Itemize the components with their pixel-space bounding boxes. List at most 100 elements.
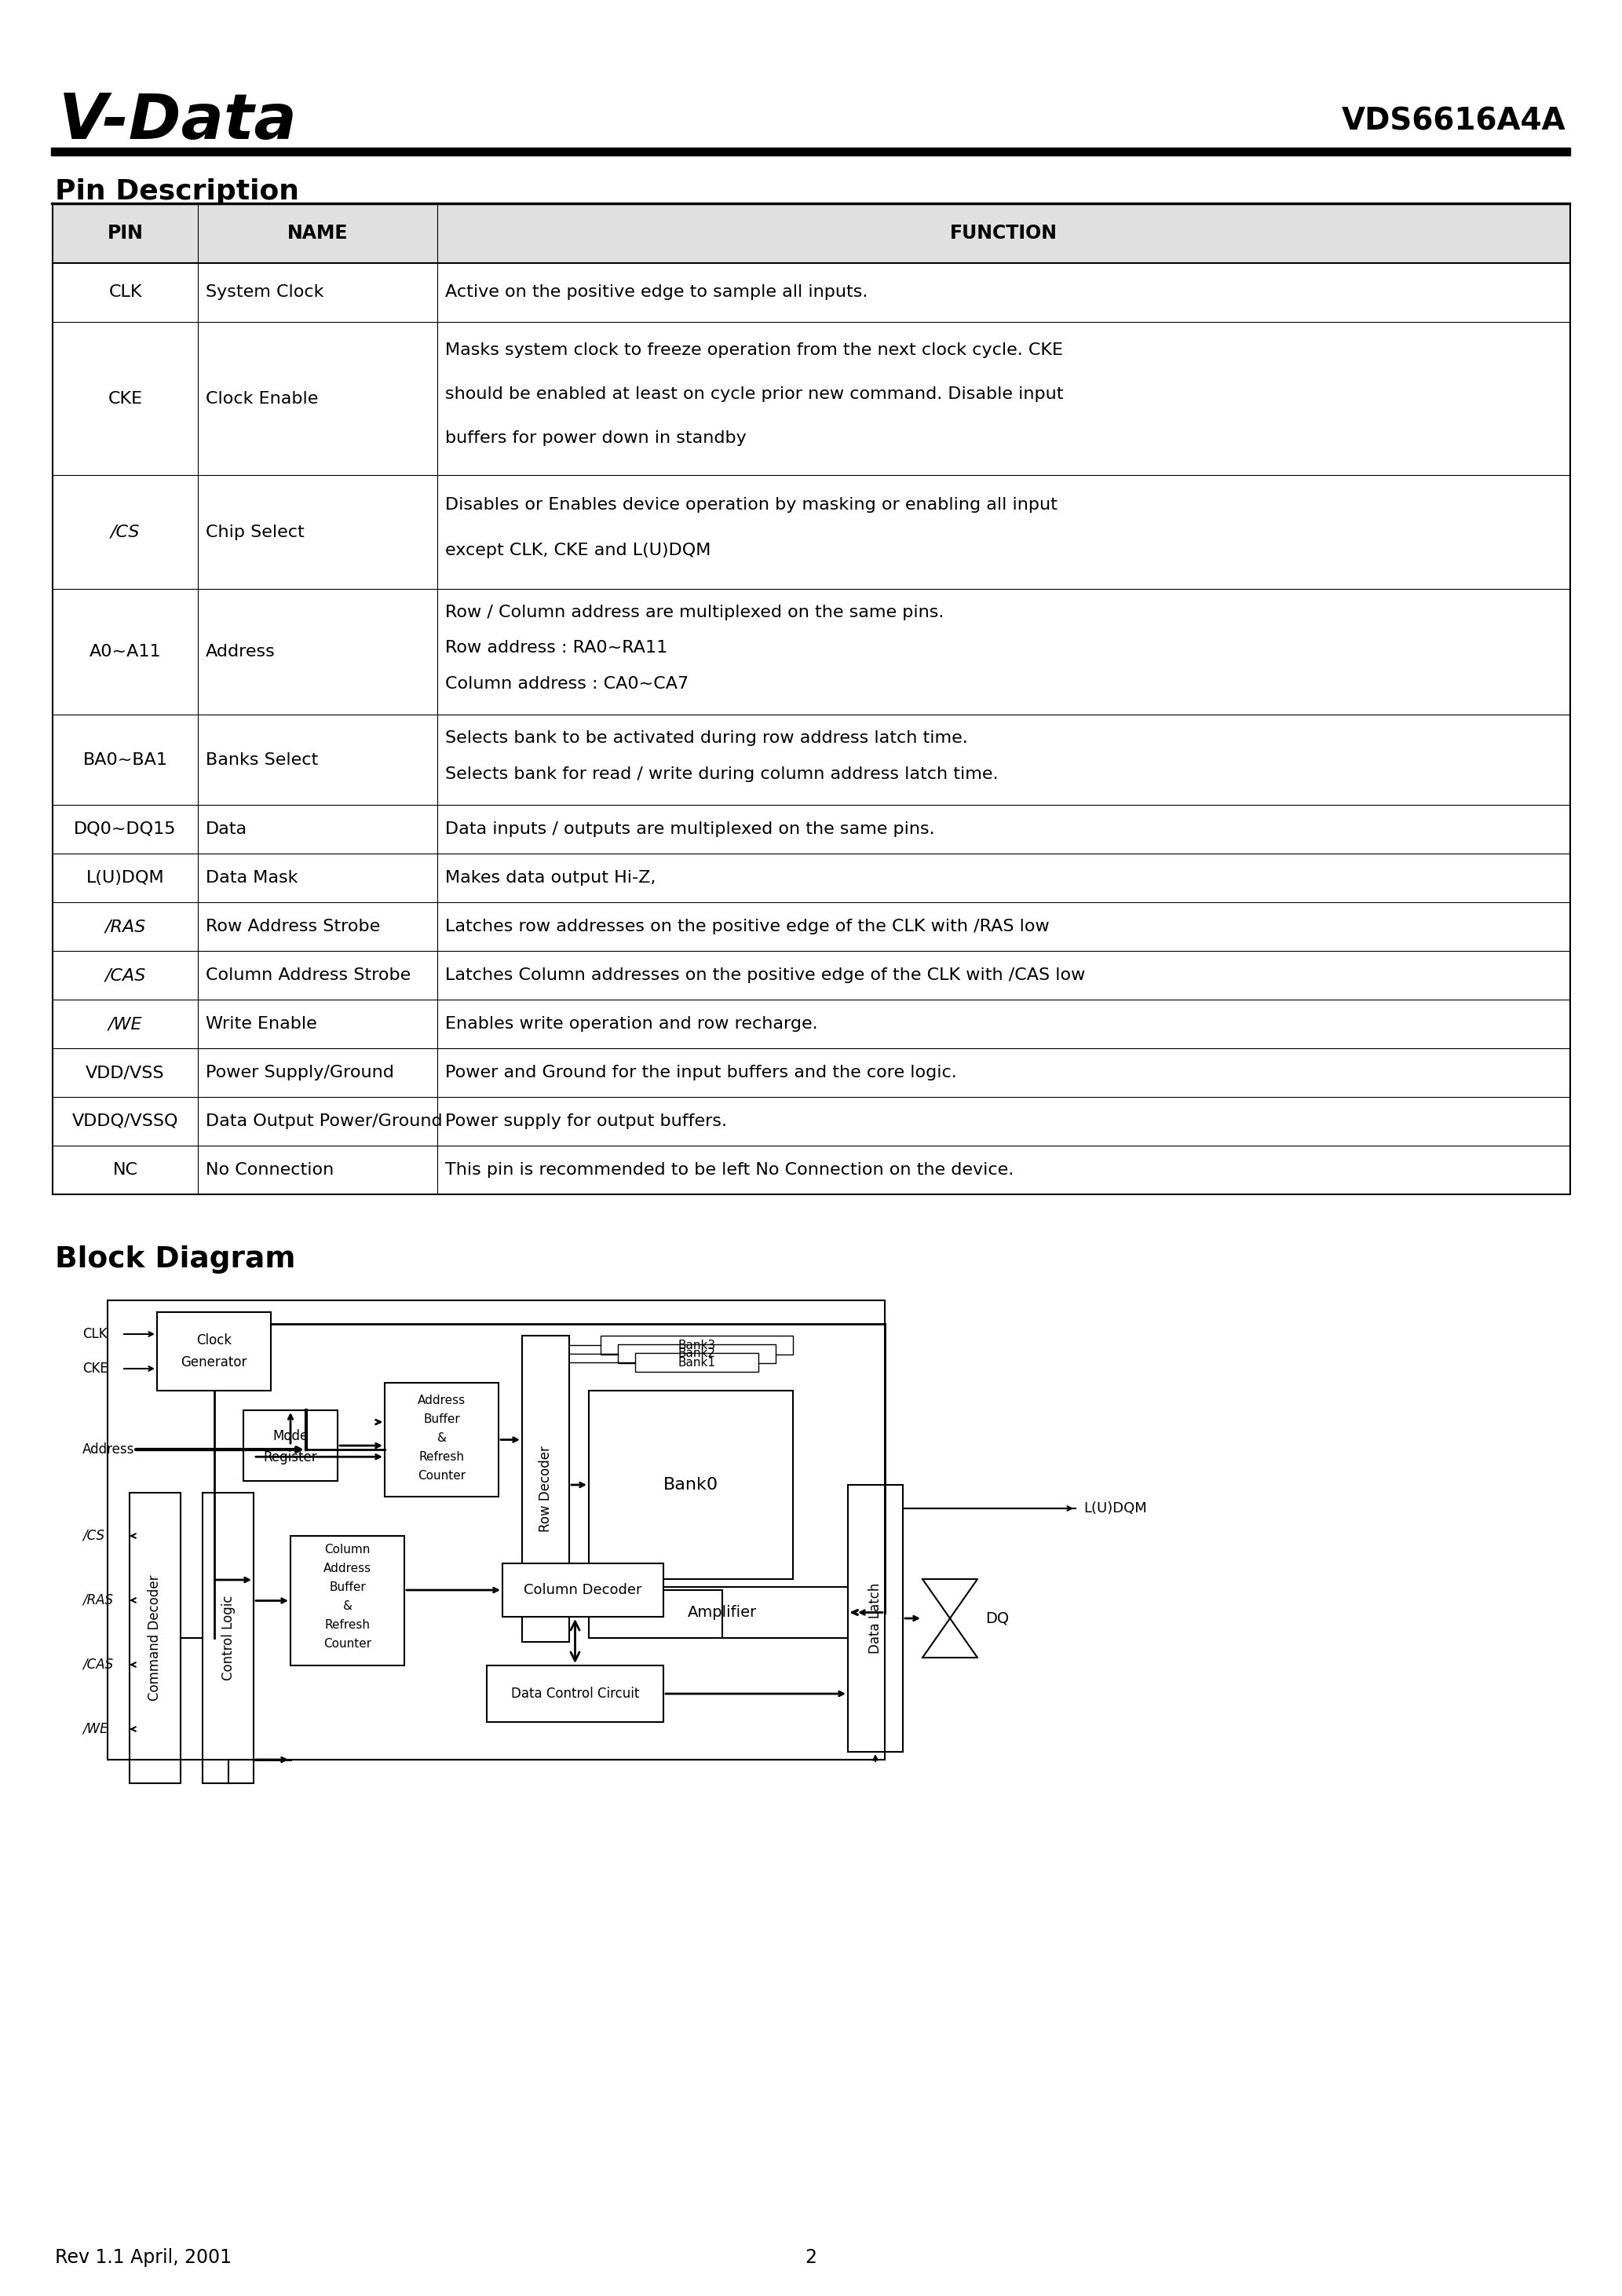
Text: Refresh: Refresh	[324, 1619, 370, 1630]
Text: Counter: Counter	[417, 1469, 466, 1481]
Text: PIN: PIN	[107, 225, 143, 243]
Text: Rev 1.1 April, 2001: Rev 1.1 April, 2001	[55, 2248, 232, 2266]
Bar	[52, 321, 1570, 475]
Bar	[52, 204, 1570, 264]
Text: This pin is recommended to be left No Connection on the device.: This pin is recommended to be left No Co…	[444, 1162, 1014, 1178]
Bar	[52, 714, 1570, 806]
Text: VDDQ/VSSQ: VDDQ/VSSQ	[71, 1114, 178, 1130]
Bar	[52, 1146, 1570, 1194]
Bar	[52, 588, 1570, 714]
Text: Register: Register	[263, 1451, 318, 1465]
Bar	[52, 1049, 1570, 1097]
Text: Power and Ground for the input buffers and the core logic.: Power and Ground for the input buffers a…	[444, 1065, 957, 1081]
Text: Command Decoder: Command Decoder	[148, 1575, 162, 1701]
Text: Masks system clock to freeze operation from the next clock cycle. CKE: Masks system clock to freeze operation f…	[444, 342, 1062, 358]
Bar	[503, 1564, 663, 1616]
Text: except CLK, CKE and L(U)DQM: except CLK, CKE and L(U)DQM	[444, 542, 710, 558]
Text: No Connection: No Connection	[206, 1162, 334, 1178]
Text: VDS6616A4A: VDS6616A4A	[1341, 108, 1567, 138]
Text: Clock Enable: Clock Enable	[206, 390, 318, 406]
Text: Latches Column addresses on the positive edge of the CLK with /CAS low: Latches Column addresses on the positive…	[444, 967, 1085, 983]
Text: &: &	[436, 1433, 446, 1444]
Text: Row Address Strobe: Row Address Strobe	[206, 918, 380, 934]
Text: L(U)DQM: L(U)DQM	[86, 870, 164, 886]
Text: CLK: CLK	[83, 1327, 107, 1341]
Text: CKE: CKE	[83, 1362, 109, 1375]
Text: Amplifier: Amplifier	[688, 1605, 757, 1621]
Text: /CS: /CS	[83, 1529, 104, 1543]
Text: Power supply for output buffers.: Power supply for output buffers.	[444, 1114, 727, 1130]
Text: System Clock: System Clock	[206, 285, 324, 301]
Text: Data Mask: Data Mask	[206, 870, 298, 886]
Text: Banks Select: Banks Select	[206, 751, 318, 767]
Text: Address: Address	[417, 1394, 466, 1405]
Text: Data: Data	[206, 822, 248, 838]
Text: Column address : CA0~CA7: Column address : CA0~CA7	[444, 677, 689, 691]
Text: CLK: CLK	[109, 285, 141, 301]
Bar	[52, 806, 1570, 854]
Text: Row address : RA0~RA11: Row address : RA0~RA11	[444, 641, 668, 657]
Bar	[589, 1587, 856, 1637]
Text: Column Address Strobe: Column Address Strobe	[206, 967, 410, 983]
Text: Latches row addresses on the positive edge of the CLK with /RAS low: Latches row addresses on the positive ed…	[444, 918, 1049, 934]
Text: Generator: Generator	[180, 1355, 247, 1368]
Bar	[589, 1391, 793, 1580]
Bar	[52, 475, 1570, 588]
Text: Disables or Enables device operation by masking or enabling all input: Disables or Enables device operation by …	[444, 496, 1058, 512]
Bar	[290, 1536, 404, 1665]
Text: Column: Column	[324, 1545, 370, 1557]
Text: buffers for power down in standby: buffers for power down in standby	[444, 429, 746, 445]
Text: Row Decoder: Row Decoder	[539, 1446, 553, 1531]
Text: Data Output Power/Ground: Data Output Power/Ground	[206, 1114, 443, 1130]
Text: Enables write operation and row recharge.: Enables write operation and row recharge…	[444, 1017, 817, 1031]
Text: NC: NC	[112, 1162, 138, 1178]
Polygon shape	[923, 1619, 978, 1658]
Text: Makes data output Hi-Z,: Makes data output Hi-Z,	[444, 870, 655, 886]
Bar	[636, 1352, 759, 1371]
Text: Chip Select: Chip Select	[206, 523, 305, 540]
Text: Data inputs / outputs are multiplexed on the same pins.: Data inputs / outputs are multiplexed on…	[444, 822, 934, 838]
Text: /CAS: /CAS	[83, 1658, 114, 1671]
Text: CKE: CKE	[109, 390, 143, 406]
Text: Buffer: Buffer	[423, 1412, 461, 1426]
Text: should be enabled at least on cycle prior new command. Disable input: should be enabled at least on cycle prio…	[444, 386, 1064, 402]
Text: Column Decoder: Column Decoder	[524, 1582, 642, 1598]
Bar	[107, 1300, 884, 1759]
Text: Active on the positive edge to sample all inputs.: Active on the positive edge to sample al…	[444, 285, 868, 301]
Text: Buffer: Buffer	[329, 1582, 365, 1593]
Text: Row / Column address are multiplexed on the same pins.: Row / Column address are multiplexed on …	[444, 604, 944, 620]
Bar	[384, 1382, 498, 1497]
Text: Pin Description: Pin Description	[55, 179, 298, 204]
Bar	[52, 999, 1570, 1049]
Text: Refresh: Refresh	[418, 1451, 464, 1463]
Text: Address: Address	[206, 643, 276, 659]
Text: Control Logic: Control Logic	[221, 1596, 235, 1681]
Bar	[157, 1311, 271, 1391]
Bar	[243, 1410, 337, 1481]
Text: NAME: NAME	[287, 225, 349, 243]
Text: /RAS: /RAS	[105, 918, 146, 934]
Text: Bank0: Bank0	[663, 1476, 719, 1492]
Bar	[618, 1343, 775, 1364]
Text: Counter: Counter	[323, 1639, 371, 1651]
Text: Bank3: Bank3	[678, 1339, 715, 1350]
Bar	[487, 1665, 663, 1722]
Text: L(U)DQM: L(U)DQM	[1083, 1502, 1147, 1515]
Text: Data Control Circuit: Data Control Circuit	[511, 1688, 639, 1701]
Text: Mode: Mode	[272, 1428, 308, 1444]
Text: VDD/VSS: VDD/VSS	[86, 1065, 165, 1081]
Text: Address: Address	[323, 1564, 371, 1575]
Text: Write Enable: Write Enable	[206, 1017, 316, 1031]
Text: /CAS: /CAS	[105, 967, 146, 983]
Text: Address: Address	[83, 1442, 135, 1456]
Text: BA0~BA1: BA0~BA1	[83, 751, 167, 767]
Text: Block Diagram: Block Diagram	[55, 1244, 295, 1274]
Text: DQ0~DQ15: DQ0~DQ15	[75, 822, 177, 838]
Bar	[522, 1336, 569, 1642]
Bar	[52, 951, 1570, 999]
Bar	[52, 854, 1570, 902]
Text: Bank1: Bank1	[678, 1357, 715, 1368]
Text: &: &	[342, 1600, 352, 1612]
Bar	[600, 1336, 793, 1355]
Text: /WE: /WE	[83, 1722, 109, 1736]
